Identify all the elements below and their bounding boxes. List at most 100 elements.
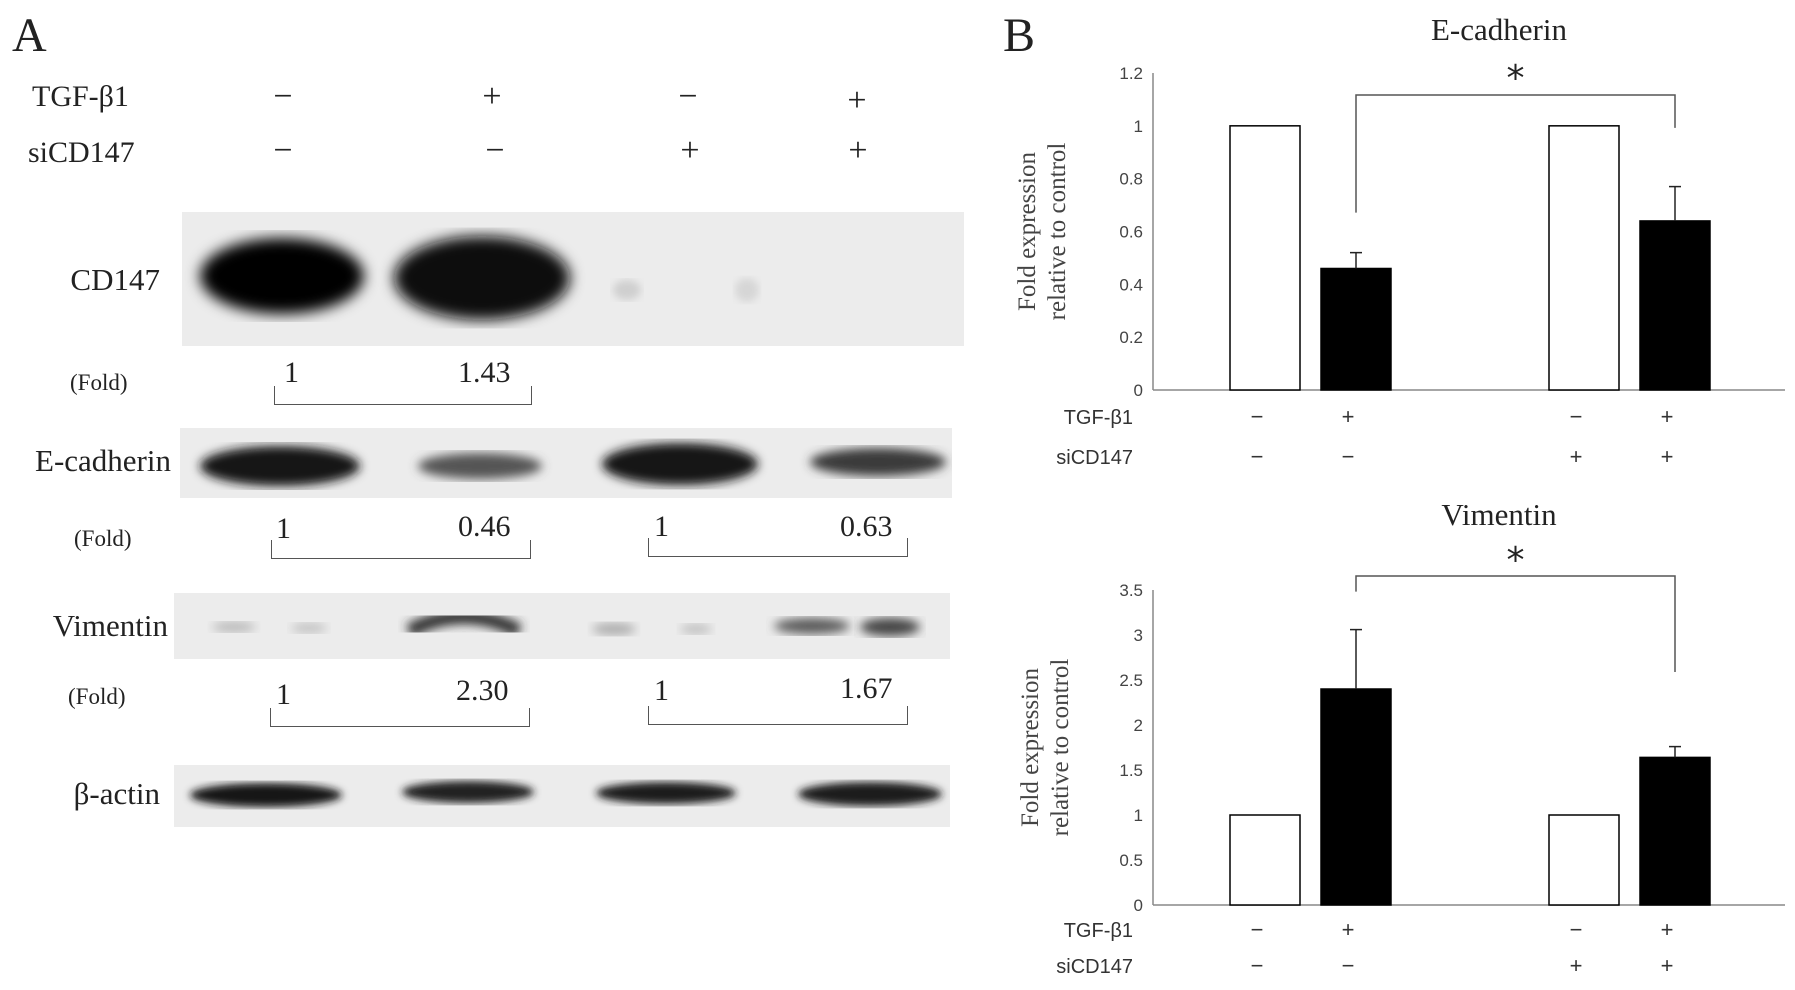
sicd147-condition-label: siCD147 [28,136,135,169]
panel-a-letter: A [12,9,47,62]
vimentin-fold-value: 1 [276,678,291,711]
cd147-fold-bracket [274,386,532,405]
cd147-fold-label: (Fold) [70,370,128,395]
y-tick-label: 0.6 [1119,223,1143,242]
condition-sign: + [1661,953,1674,978]
y-tick-label: 1 [1134,806,1143,825]
bar [1639,756,1711,906]
condition-row-label: TGF-β1 [1064,920,1133,942]
y-axis-label-line: relative to control [1047,659,1074,837]
vimentin-fold-value: 1 [654,674,669,707]
y-tick-label: 3 [1134,626,1143,645]
significance-star: * [1507,540,1525,581]
y-tick-label: 0 [1134,381,1143,400]
ecadherin-fold-label: (Fold) [74,526,132,551]
vimentin-fold-value: 1.67 [840,672,893,705]
vimentin-fold-value: 2.30 [456,674,509,707]
bar [1320,688,1392,906]
condition-sign: − [1251,404,1264,429]
ecadherin-fold-bracket [271,540,531,559]
tgf-sign: + [847,82,867,119]
y-axis-label-line: relative to control [1044,143,1071,321]
y-tick-label: 0.2 [1119,328,1143,347]
y-tick-label: 0 [1134,896,1143,915]
cd147-fold-value: 1.43 [458,356,511,389]
condition-sign: + [1661,444,1674,469]
ecadherin-fold-bracket [648,538,908,557]
y-axis-label: Fold expression relative to control [1017,659,1074,837]
vimentin-bands [212,610,920,638]
condition-sign: − [1251,917,1264,942]
sicd147-sign: + [680,132,700,169]
significance-bracket [1355,575,1676,672]
ecadherin-blot-image [180,428,952,498]
cd147-blot-image [182,212,964,346]
tgf-sign: + [482,78,502,115]
condition-sign: + [1342,404,1355,429]
cd147-blot-label: CD147 [70,262,160,297]
cd147-bands [200,236,759,320]
sicd147-sign: − [485,132,505,169]
vimentin-fold-bracket [648,706,908,725]
y-axis-label: Fold expression relative to control [1014,143,1071,321]
condition-row-label: TGF-β1 [1064,407,1133,429]
condition-row-label: siCD147 [1056,956,1133,978]
ecadherin-fold-value: 0.46 [458,510,511,543]
y-tick-label: 0.4 [1119,275,1143,294]
bar [1229,125,1301,391]
y-axis-label-line: Fold expression [1014,151,1041,311]
tgf-sign: − [678,78,698,115]
condition-sign: − [1251,444,1264,469]
y-tick-label: 0.5 [1119,851,1143,870]
tgf-condition-label: TGF-β1 [32,80,129,113]
y-tick-label: 2 [1134,716,1143,735]
condition-sign: − [1570,404,1583,429]
ecadherin-fold-value: 1 [276,512,291,545]
condition-row-label: siCD147 [1056,447,1133,469]
vimentin-fold-label: (Fold) [68,684,126,709]
condition-sign: + [1570,444,1583,469]
y-tick-label: 1.5 [1119,761,1143,780]
condition-sign: − [1342,444,1355,469]
y-tick-label: 2.5 [1119,671,1143,690]
condition-sign: − [1342,953,1355,978]
condition-sign: + [1570,953,1583,978]
beta-actin-bands [190,781,942,807]
sicd147-sign: + [848,132,868,169]
sicd147-sign: − [273,132,293,169]
y-tick-label: 1 [1134,117,1143,136]
vimentin-blot-label: Vimentin [52,608,168,643]
ecadherin-chart: E-cadherin Fold expression relative to con… [1014,12,1785,469]
y-tick-label: 1.2 [1119,64,1143,83]
bar [1229,814,1301,906]
condition-sign: − [1570,917,1583,942]
vimentin-blot-image [174,593,950,659]
ecadherin-fold-value: 0.63 [840,510,893,543]
y-tick-label: 0.8 [1119,170,1143,189]
chart-title: Vimentin [1441,497,1557,532]
bar [1548,814,1620,906]
condition-sign: − [1251,953,1264,978]
beta-actin-blot-image [174,765,950,827]
beta-actin-blot-label: β-actin [73,776,160,811]
significance-bracket [1355,94,1676,213]
bar [1548,125,1620,391]
chart-title: E-cadherin [1431,12,1567,47]
condition-sign: + [1661,917,1674,942]
vimentin-chart: Vimentin Fold expression relative to contr… [1017,497,1785,978]
bar [1639,220,1711,391]
cd147-fold-value: 1 [284,356,299,389]
vimentin-fold-bracket [270,708,530,727]
y-axis-label-line: Fold expression [1017,667,1044,827]
condition-sign: + [1661,404,1674,429]
condition-sign: + [1342,917,1355,942]
ecadherin-fold-value: 1 [654,510,669,543]
tgf-sign: − [273,78,293,115]
bar [1320,267,1392,391]
ecadherin-bands [200,443,946,486]
panel-b-letter: B [1003,9,1036,62]
ecadherin-blot-label: E-cadherin [35,443,171,478]
significance-star: * [1507,58,1525,99]
y-tick-label: 3.5 [1119,581,1143,600]
